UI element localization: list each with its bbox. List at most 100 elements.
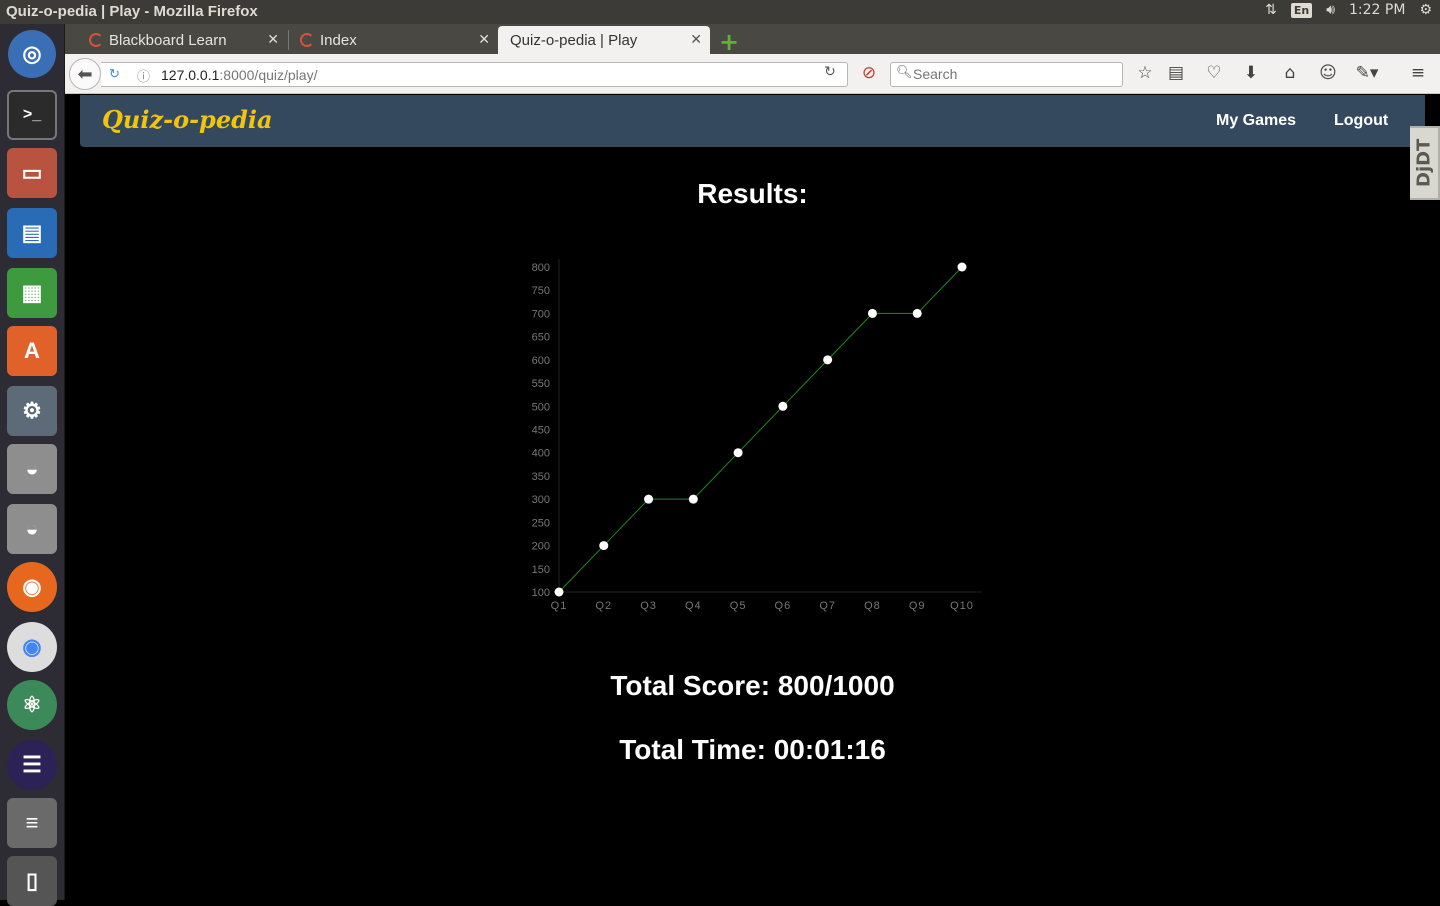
search-input[interactable]	[913, 66, 1113, 82]
software-center-icon[interactable]: A	[7, 326, 57, 376]
calc-icon[interactable]: ▦	[7, 268, 57, 318]
atom-icon[interactable]: ⚛	[7, 680, 57, 730]
menu-icon[interactable]: ≡	[1410, 63, 1426, 83]
x-tick-label: Q5	[730, 600, 747, 612]
chat-icon[interactable]: ☺	[1319, 63, 1337, 83]
terminal-icon[interactable]: >_	[7, 90, 57, 140]
loading-icon	[89, 33, 103, 47]
writer-icon[interactable]: ▤	[7, 208, 57, 258]
my-games-link[interactable]: My Games	[1216, 112, 1297, 129]
url-bar[interactable]: ↻ ⓘ 127.0.0.1:8000/quiz/play/	[101, 62, 848, 87]
data-point	[957, 262, 967, 272]
system-settings-icon[interactable]: ⚙	[7, 386, 57, 436]
score-chart-svg: 100 150 200 250 300 350 400 450 500 550 600 650 700 7…	[532, 259, 982, 612]
y-tick-label: 600	[532, 355, 550, 367]
score-chart: 100 150 200 250 300 350 400 450 500 550 600 650 700 7…	[515, 252, 995, 622]
system-indicators: ⇅ En 🔊︎ 1:22 PM ⚙	[1265, 2, 1432, 18]
eclipse-icon[interactable]: ☰	[7, 740, 57, 790]
url-host: 127.0.0.1	[161, 67, 220, 83]
loading-icon	[300, 33, 314, 47]
data-point	[912, 308, 922, 318]
files-icon[interactable]: ▭	[7, 148, 57, 198]
reading-list-icon[interactable]: ▤	[1167, 63, 1185, 83]
y-tick-label: 250	[532, 517, 550, 529]
workspaces-icon[interactable]: ≡	[7, 798, 57, 848]
info-icon[interactable]: ⓘ	[137, 69, 151, 84]
reload-icon[interactable]: ↻	[824, 64, 836, 80]
y-tick-label: 300	[532, 494, 550, 506]
x-tick-label: Q10	[950, 600, 974, 612]
bookmark-star-icon[interactable]: ☆	[1137, 63, 1153, 83]
tab-label: Quiz-o-pedia | Play	[510, 31, 638, 49]
tab-index[interactable]: Index ✕	[276, 26, 498, 54]
tab-label: Index	[320, 31, 357, 49]
drive-icon[interactable]: ◒	[7, 444, 57, 494]
firefox-icon[interactable]: ◉	[7, 562, 57, 612]
x-tick-label: Q7	[819, 600, 836, 612]
y-tick-label: 150	[532, 564, 550, 576]
drive-icon-2[interactable]: ◒	[7, 504, 57, 554]
volume-icon[interactable]: 🔊︎	[1326, 2, 1336, 18]
x-tick-label: Q9	[909, 600, 926, 612]
url-text: 127.0.0.1:8000/quiz/play/	[161, 67, 317, 83]
identity-icon[interactable]: ↻	[109, 66, 120, 81]
x-tick-label: Q3	[640, 600, 657, 612]
ubuntu-dash-icon[interactable]: ◎	[8, 30, 56, 78]
url-path: :8000/quiz/play/	[219, 67, 318, 83]
navigation-toolbar: ⬅ ↻ ⓘ 127.0.0.1:8000/quiz/play/ ↻ ⊘ 🔍︎ ☆…	[65, 54, 1440, 94]
data-point	[688, 494, 698, 504]
y-tick-label: 500	[532, 401, 550, 413]
x-tick-label: Q6	[775, 600, 792, 612]
pocket-icon[interactable]: ♡	[1206, 63, 1222, 83]
close-icon[interactable]: ✕	[478, 31, 490, 47]
x-tick-label: Q2	[595, 600, 612, 612]
data-point	[867, 308, 877, 318]
extension-icon[interactable]: ✎▾	[1355, 63, 1379, 83]
brand-logo[interactable]: Quiz-o-pedia	[102, 105, 273, 134]
close-icon[interactable]: ✕	[267, 31, 279, 47]
site-navbar: Quiz-o-pedia My Games Logout	[80, 95, 1425, 147]
score-series-line	[558, 266, 963, 593]
tab-quiz-play[interactable]: Quiz-o-pedia | Play ✕	[498, 26, 710, 54]
x-tick-label: Q4	[685, 600, 702, 612]
tab-blackboard[interactable]: Blackboard Learn ✕	[65, 26, 287, 54]
network-icon[interactable]: ⇅	[1265, 2, 1277, 18]
new-tab-icon[interactable]: +	[719, 28, 740, 56]
chrome-icon[interactable]: ◉	[7, 622, 57, 672]
results-title: Results:	[697, 178, 808, 209]
y-tick-label: 750	[532, 285, 550, 297]
adblock-icon[interactable]: ⊘	[861, 63, 877, 83]
y-tick-label: 400	[532, 448, 550, 460]
logout-link[interactable]: Logout	[1334, 112, 1389, 129]
total-time: Total Time: 00:01:16	[619, 734, 886, 765]
search-icon: 🔍︎	[896, 65, 913, 80]
download-icon[interactable]: ⬇	[1243, 63, 1259, 83]
data-point	[733, 448, 743, 458]
close-icon[interactable]: ✕	[690, 31, 702, 47]
y-tick-label: 800	[532, 262, 550, 274]
launcher: ◎ >_ ▭ ▤ ▦ A ⚙ ◒ ◒ ◉ ◉ ⚛ ☰ ≡ ▯	[0, 24, 65, 906]
back-icon[interactable]: ⬅	[69, 58, 101, 90]
data-point	[554, 587, 564, 597]
y-tick-label: 200	[532, 541, 550, 553]
x-tick-label: Q1	[551, 600, 568, 612]
data-point	[823, 355, 833, 365]
keyboard-layout-indicator[interactable]: En	[1290, 2, 1313, 18]
trash-icon[interactable]: ▯	[7, 856, 57, 906]
clock[interactable]: 1:22 PM	[1349, 2, 1406, 18]
home-icon[interactable]: ⌂	[1284, 63, 1296, 83]
tab-label: Blackboard Learn	[109, 31, 227, 49]
os-top-panel: Quiz-o-pedia | Play - Mozilla Firefox ⇅ …	[0, 0, 1440, 24]
y-tick-label: 100	[532, 587, 550, 599]
gear-icon[interactable]: ⚙	[1419, 2, 1432, 18]
y-tick-label: 550	[532, 378, 550, 390]
data-point	[599, 541, 609, 551]
y-tick-label: 450	[532, 425, 550, 437]
window-title: Quiz-o-pedia | Play - Mozilla Firefox	[6, 3, 258, 20]
y-tick-label: 650	[532, 332, 550, 344]
x-tick-label: Q8	[864, 600, 881, 612]
tab-strip: Blackboard Learn ✕ Index ✕ Quiz-o-pedia …	[65, 24, 1440, 56]
search-bar[interactable]: 🔍︎	[890, 62, 1123, 87]
data-point	[778, 401, 788, 411]
y-tick-label: 350	[532, 471, 550, 483]
